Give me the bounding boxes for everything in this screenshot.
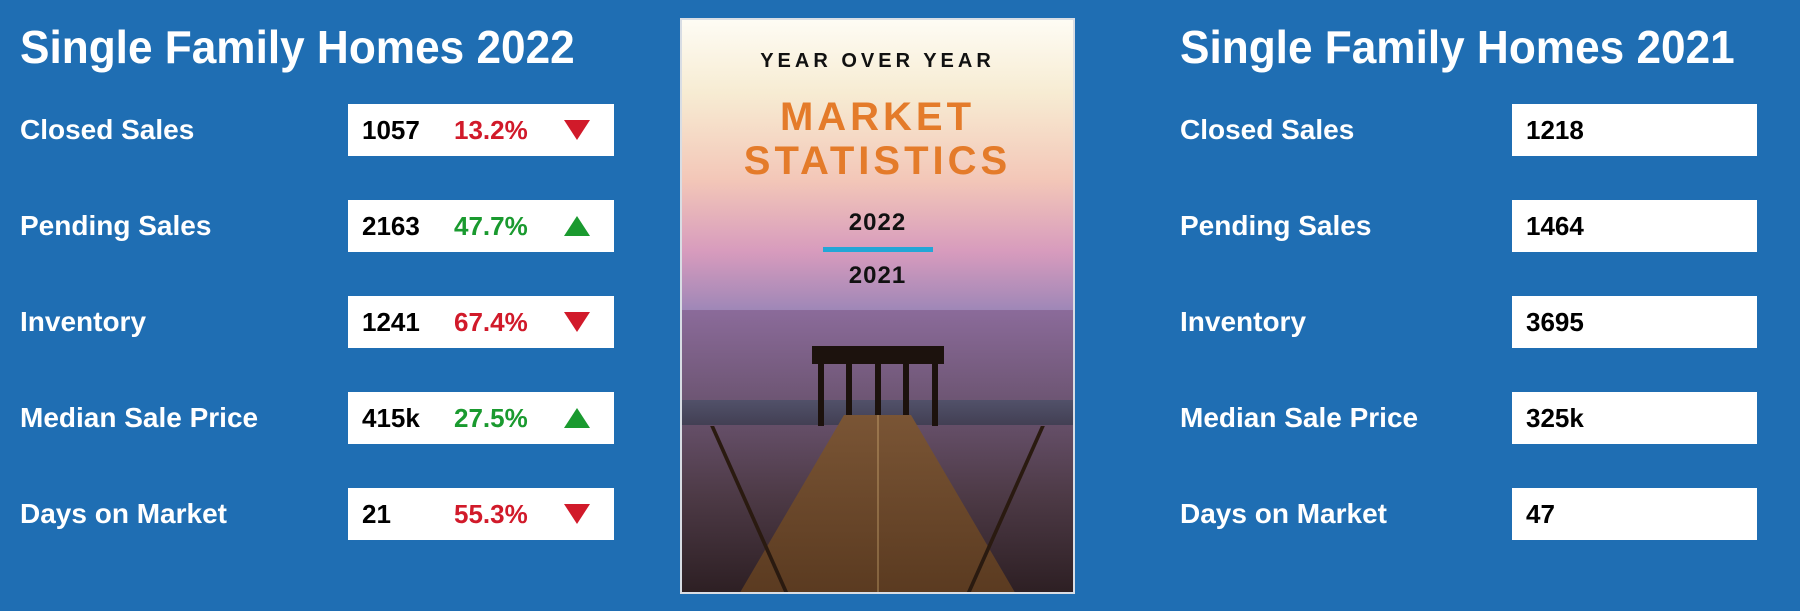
box-median-price-2021: 325k — [1512, 392, 1757, 444]
pier-rail-right-icon — [965, 426, 1045, 594]
label-closed-sales-2022: Closed Sales — [20, 114, 330, 146]
market-line2: STATISTICS — [682, 139, 1073, 183]
value-pending-sales-2021: 1464 — [1526, 211, 1584, 242]
card-top: YEAR OVER YEAR MARKET STATISTICS 2022 20… — [682, 20, 1073, 310]
label-inventory-2021: Inventory — [1180, 306, 1470, 338]
label-closed-sales-2021: Closed Sales — [1180, 114, 1470, 146]
up-arrow-icon — [564, 408, 590, 428]
market-line1: MARKET — [682, 95, 1073, 139]
year-over-year-label: YEAR OVER YEAR — [682, 50, 1073, 73]
row-inventory-2021: Inventory 3695 — [1180, 296, 1780, 348]
box-inventory-2022: 1241 67.4% — [348, 296, 614, 348]
value-median-price-2021: 325k — [1526, 403, 1584, 434]
pier-rail-left-icon — [710, 426, 790, 594]
pct-days-on-market-2022: 55.3% — [454, 499, 564, 530]
box-median-price-2022: 415k 27.5% — [348, 392, 614, 444]
center-year-2021: 2021 — [682, 262, 1073, 290]
label-median-price-2021: Median Sale Price — [1180, 402, 1470, 434]
up-arrow-icon — [564, 216, 590, 236]
pct-median-price-2022: 27.5% — [454, 403, 564, 434]
box-pending-sales-2021: 1464 — [1512, 200, 1757, 252]
pier-floor-icon — [738, 415, 1017, 594]
value-closed-sales-2021: 1218 — [1526, 115, 1584, 146]
center-card: YEAR OVER YEAR MARKET STATISTICS 2022 20… — [680, 18, 1075, 594]
box-closed-sales-2021: 1218 — [1512, 104, 1757, 156]
pct-pending-sales-2022: 47.7% — [454, 211, 564, 242]
row-closed-sales-2022: Closed Sales 1057 13.2% — [20, 104, 620, 156]
row-closed-sales-2021: Closed Sales 1218 — [1180, 104, 1780, 156]
row-days-on-market-2021: Days on Market 47 — [1180, 488, 1780, 540]
label-pending-sales-2022: Pending Sales — [20, 210, 330, 242]
center-year-2022: 2022 — [682, 209, 1073, 237]
panel-2021-title: Single Family Homes 2021 — [1180, 20, 1756, 74]
value-median-price-2022: 415k — [362, 403, 454, 434]
down-arrow-icon — [564, 504, 590, 524]
box-days-on-market-2022: 21 55.3% — [348, 488, 614, 540]
value-days-on-market-2021: 47 — [1526, 499, 1555, 530]
down-arrow-icon — [564, 120, 590, 140]
label-pending-sales-2021: Pending Sales — [1180, 210, 1470, 242]
row-median-price-2021: Median Sale Price 325k — [1180, 392, 1780, 444]
box-inventory-2021: 3695 — [1512, 296, 1757, 348]
box-pending-sales-2022: 2163 47.7% — [348, 200, 614, 252]
row-days-on-market-2022: Days on Market 21 55.3% — [20, 488, 620, 540]
value-inventory-2022: 1241 — [362, 307, 454, 338]
label-inventory-2022: Inventory — [20, 306, 330, 338]
row-inventory-2022: Inventory 1241 67.4% — [20, 296, 620, 348]
row-pending-sales-2021: Pending Sales 1464 — [1180, 200, 1780, 252]
card-image — [682, 310, 1073, 594]
value-inventory-2021: 3695 — [1526, 307, 1584, 338]
value-closed-sales-2022: 1057 — [362, 115, 454, 146]
value-days-on-market-2022: 21 — [362, 499, 454, 530]
label-days-on-market-2021: Days on Market — [1180, 498, 1470, 530]
value-pending-sales-2022: 2163 — [362, 211, 454, 242]
divider-bar — [823, 247, 933, 252]
row-median-price-2022: Median Sale Price 415k 27.5% — [20, 392, 620, 444]
label-days-on-market-2022: Days on Market — [20, 498, 330, 530]
box-days-on-market-2021: 47 — [1512, 488, 1757, 540]
label-median-price-2022: Median Sale Price — [20, 402, 330, 434]
box-closed-sales-2022: 1057 13.2% — [348, 104, 614, 156]
pct-closed-sales-2022: 13.2% — [454, 115, 564, 146]
down-arrow-icon — [564, 312, 590, 332]
pier-hut-icon — [812, 346, 944, 426]
pct-inventory-2022: 67.4% — [454, 307, 564, 338]
panel-2022-title: Single Family Homes 2022 — [20, 20, 596, 74]
row-pending-sales-2022: Pending Sales 2163 47.7% — [20, 200, 620, 252]
panel-2022: Single Family Homes 2022 Closed Sales 10… — [20, 0, 620, 584]
panel-2021: Single Family Homes 2021 Closed Sales 12… — [1180, 0, 1780, 584]
